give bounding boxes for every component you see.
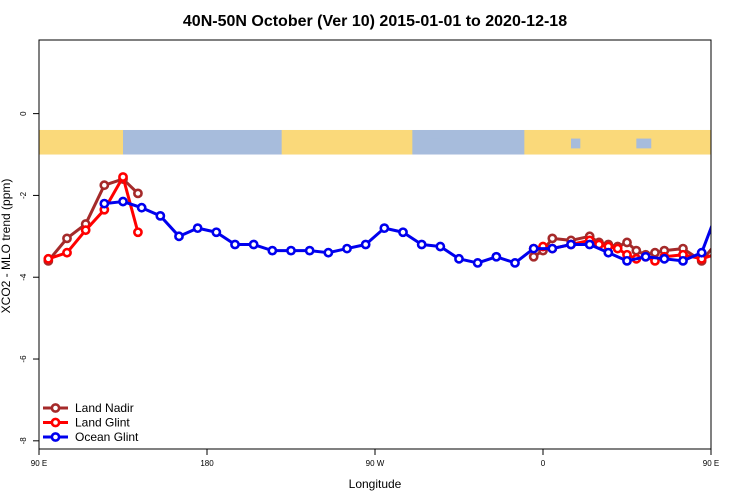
data-point bbox=[491, 251, 502, 262]
legend-swatch-marker bbox=[50, 417, 61, 428]
data-point bbox=[735, 220, 742, 227]
data-point bbox=[612, 243, 623, 254]
data-point bbox=[416, 239, 427, 250]
data-point bbox=[696, 247, 707, 258]
data-point bbox=[717, 200, 724, 207]
data-point bbox=[133, 188, 143, 199]
legend-swatch-marker bbox=[50, 432, 61, 442]
data-point bbox=[80, 225, 91, 236]
data-point bbox=[735, 227, 742, 234]
data-point bbox=[398, 227, 408, 238]
map-lake bbox=[571, 138, 581, 149]
x-tick-label: 0 bbox=[541, 459, 546, 468]
legend-item: Land Nadir bbox=[43, 401, 134, 415]
data-point bbox=[230, 239, 240, 250]
data-point bbox=[678, 255, 688, 266]
data-point bbox=[211, 227, 222, 238]
map-land-asia bbox=[39, 129, 123, 155]
y-tick-label: 0 bbox=[19, 111, 28, 116]
y-tick-label: -6 bbox=[19, 355, 28, 363]
map-land-eurasia bbox=[524, 129, 711, 155]
legend-label: Ocean Glint bbox=[75, 430, 139, 444]
data-point bbox=[342, 243, 352, 254]
plot-frame bbox=[38, 39, 712, 450]
data-point bbox=[584, 239, 595, 250]
data-point bbox=[99, 198, 110, 209]
x-tick-label: 90 W bbox=[366, 459, 385, 468]
data-point bbox=[650, 247, 660, 258]
series-land-nadir bbox=[43, 174, 742, 266]
x-axis: 90 E 180 90 W 0 90 E bbox=[31, 449, 719, 468]
data-point bbox=[472, 258, 483, 268]
data-point bbox=[133, 227, 143, 238]
data-point bbox=[622, 237, 632, 248]
legend-label: Land Nadir bbox=[75, 401, 134, 415]
data-point bbox=[323, 247, 334, 258]
y-axis-label: XCO2 - MLO trend (ppm) bbox=[0, 179, 13, 314]
data-point bbox=[192, 223, 203, 234]
map-lake bbox=[431, 138, 441, 149]
data-point bbox=[43, 253, 54, 264]
data-point bbox=[510, 258, 520, 268]
data-point bbox=[528, 243, 539, 254]
map-land-north-america bbox=[281, 129, 413, 155]
y-axis: 0 -2 -4 -6 -8 bbox=[19, 111, 39, 445]
data-point bbox=[379, 223, 390, 234]
legend-item: Land Glint bbox=[43, 416, 130, 430]
series-layer bbox=[43, 172, 742, 268]
data-point bbox=[62, 247, 72, 258]
data-point bbox=[735, 198, 742, 205]
map-lake bbox=[636, 138, 652, 149]
series-line bbox=[532, 234, 711, 263]
legend-swatch-marker bbox=[50, 403, 61, 413]
data-point bbox=[435, 241, 446, 252]
data-point bbox=[304, 245, 315, 256]
data-point bbox=[360, 239, 371, 250]
data-point bbox=[62, 233, 72, 244]
data-point bbox=[118, 196, 128, 207]
data-point bbox=[566, 239, 576, 250]
data-point bbox=[99, 180, 110, 191]
y-tick-label: -8 bbox=[19, 437, 28, 445]
legend-item: Ocean Glint bbox=[43, 430, 139, 444]
data-point bbox=[136, 202, 147, 213]
x-tick-label: 180 bbox=[200, 459, 214, 468]
data-point bbox=[547, 233, 558, 244]
chart-title: 40N-50N October (Ver 10) 2015-01-01 to 2… bbox=[183, 13, 567, 30]
data-point bbox=[174, 231, 184, 242]
legend-label: Land Glint bbox=[75, 416, 130, 430]
data-point bbox=[248, 239, 259, 250]
x-axis-label: Longitude bbox=[349, 477, 402, 491]
data-point bbox=[640, 251, 651, 262]
y-tick-label: -4 bbox=[19, 273, 28, 281]
data-point bbox=[717, 249, 724, 256]
data-point bbox=[528, 251, 539, 262]
series-ocean-glint bbox=[99, 196, 742, 268]
data-point bbox=[631, 245, 642, 256]
data-point bbox=[717, 235, 724, 242]
data-point bbox=[286, 245, 296, 256]
world-map-strip bbox=[39, 129, 711, 155]
data-point bbox=[454, 253, 464, 264]
x-tick-label: 90 E bbox=[703, 459, 719, 468]
data-point bbox=[155, 210, 166, 221]
data-point bbox=[118, 172, 128, 182]
x-tick-label: 90 E bbox=[31, 459, 47, 468]
data-point bbox=[267, 245, 278, 256]
data-point bbox=[547, 243, 558, 254]
data-point bbox=[659, 253, 670, 264]
data-point bbox=[603, 247, 614, 258]
y-tick-label: -2 bbox=[19, 191, 28, 199]
data-point bbox=[622, 255, 632, 266]
